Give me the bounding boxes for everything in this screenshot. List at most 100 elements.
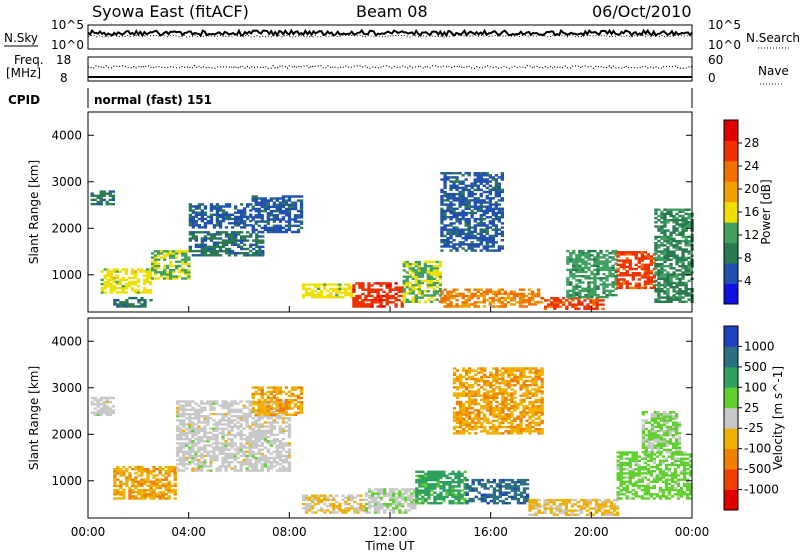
power-cell (590, 289, 594, 293)
power-cell (634, 251, 638, 254)
velocity-cell (182, 406, 186, 409)
velocity-cell (251, 440, 255, 443)
power-cell (575, 279, 579, 282)
velocity-cell (102, 403, 106, 406)
velocity-cell (317, 496, 321, 499)
power-cell (616, 278, 620, 281)
power-cell (408, 265, 412, 268)
velocity-cell (170, 484, 174, 488)
power-cell (687, 269, 691, 272)
power-ytick-label: 2000 (51, 221, 82, 235)
power-cell (426, 283, 430, 287)
velocity-cell (284, 392, 289, 396)
power-cell (230, 222, 235, 225)
velocity-cell (149, 486, 153, 490)
velocity-cell (194, 454, 198, 458)
power-cell (669, 219, 673, 222)
power-cell (566, 268, 570, 272)
power-cell (139, 268, 144, 271)
velocity-cell (188, 429, 192, 432)
power-cell (449, 296, 453, 300)
power-cell (497, 220, 501, 223)
velocity-cell (455, 417, 460, 420)
power-cell (672, 256, 676, 260)
velocity-cell (468, 421, 472, 425)
velocity-cell (436, 497, 440, 501)
power-cell (308, 293, 312, 297)
power-cell (293, 218, 298, 221)
power-cell (287, 226, 292, 230)
power-cell (479, 218, 483, 221)
power-cell (417, 292, 421, 295)
velocity-cell (480, 423, 484, 427)
velocity-cell (200, 402, 204, 405)
velocity-cell (401, 494, 405, 497)
power-cell (657, 265, 661, 268)
velocity-cell (248, 450, 252, 453)
velocity-cell (275, 440, 279, 443)
velocity-cell (442, 474, 446, 478)
velocity-cell (191, 456, 195, 460)
velocity-cell (251, 435, 255, 439)
power-cell (131, 296, 135, 300)
power-cell (562, 303, 566, 306)
velocity-cell (245, 456, 249, 460)
power-cell (614, 279, 618, 282)
velocity-cell (122, 495, 126, 498)
power-cell (619, 272, 623, 275)
velocity-cell (350, 496, 354, 499)
power-cell (108, 202, 112, 206)
power-cell (99, 196, 103, 200)
power-cell (420, 296, 424, 299)
power-cell (485, 224, 489, 227)
velocity-cell (197, 463, 201, 466)
power-cell (197, 205, 201, 208)
velocity-cell (194, 410, 198, 414)
power-cell (341, 287, 345, 290)
power-cell (103, 276, 107, 280)
velocity-cell (314, 494, 318, 497)
velocity-cell (463, 485, 467, 488)
velocity-cell (272, 407, 276, 410)
power-cell (666, 300, 670, 303)
velocity-cell (209, 435, 213, 439)
power-cell (187, 264, 191, 268)
power-cell (153, 262, 158, 266)
power-cell (402, 281, 406, 285)
velocity-cell (465, 400, 469, 404)
velocity-cell (200, 461, 204, 464)
velocity-cell (272, 388, 276, 391)
power-region (541, 297, 605, 310)
power-cell (326, 283, 330, 286)
power-cell (181, 277, 185, 280)
power-cell (364, 303, 368, 306)
velocity-cell (254, 415, 258, 418)
power-cell (435, 290, 440, 293)
velocity-cell (218, 431, 222, 435)
velocity-cell (314, 496, 318, 499)
power-cell (443, 174, 447, 177)
velocity-cell (452, 377, 457, 381)
power-cell (479, 195, 483, 198)
velocity-cell (161, 482, 165, 486)
velocity-cell (224, 448, 228, 451)
velocity-cell (224, 446, 228, 449)
power-cell (494, 249, 498, 252)
velocity-cell (152, 476, 156, 479)
power-cell (252, 254, 256, 257)
velocity-cell (251, 417, 255, 420)
power-cell (672, 227, 676, 230)
velocity-cell (113, 493, 117, 496)
velocity-cell (251, 423, 255, 426)
power-cell (299, 220, 304, 223)
power-cell (681, 227, 685, 230)
power-cell (669, 275, 673, 278)
velocity-cell (158, 472, 162, 475)
velocity-cell (215, 448, 219, 451)
power-cell (260, 216, 264, 219)
velocity-cell (230, 402, 234, 405)
velocity-cell (468, 489, 472, 492)
power-cell (587, 283, 591, 286)
power-cell (221, 213, 226, 216)
power-cell (251, 199, 255, 202)
